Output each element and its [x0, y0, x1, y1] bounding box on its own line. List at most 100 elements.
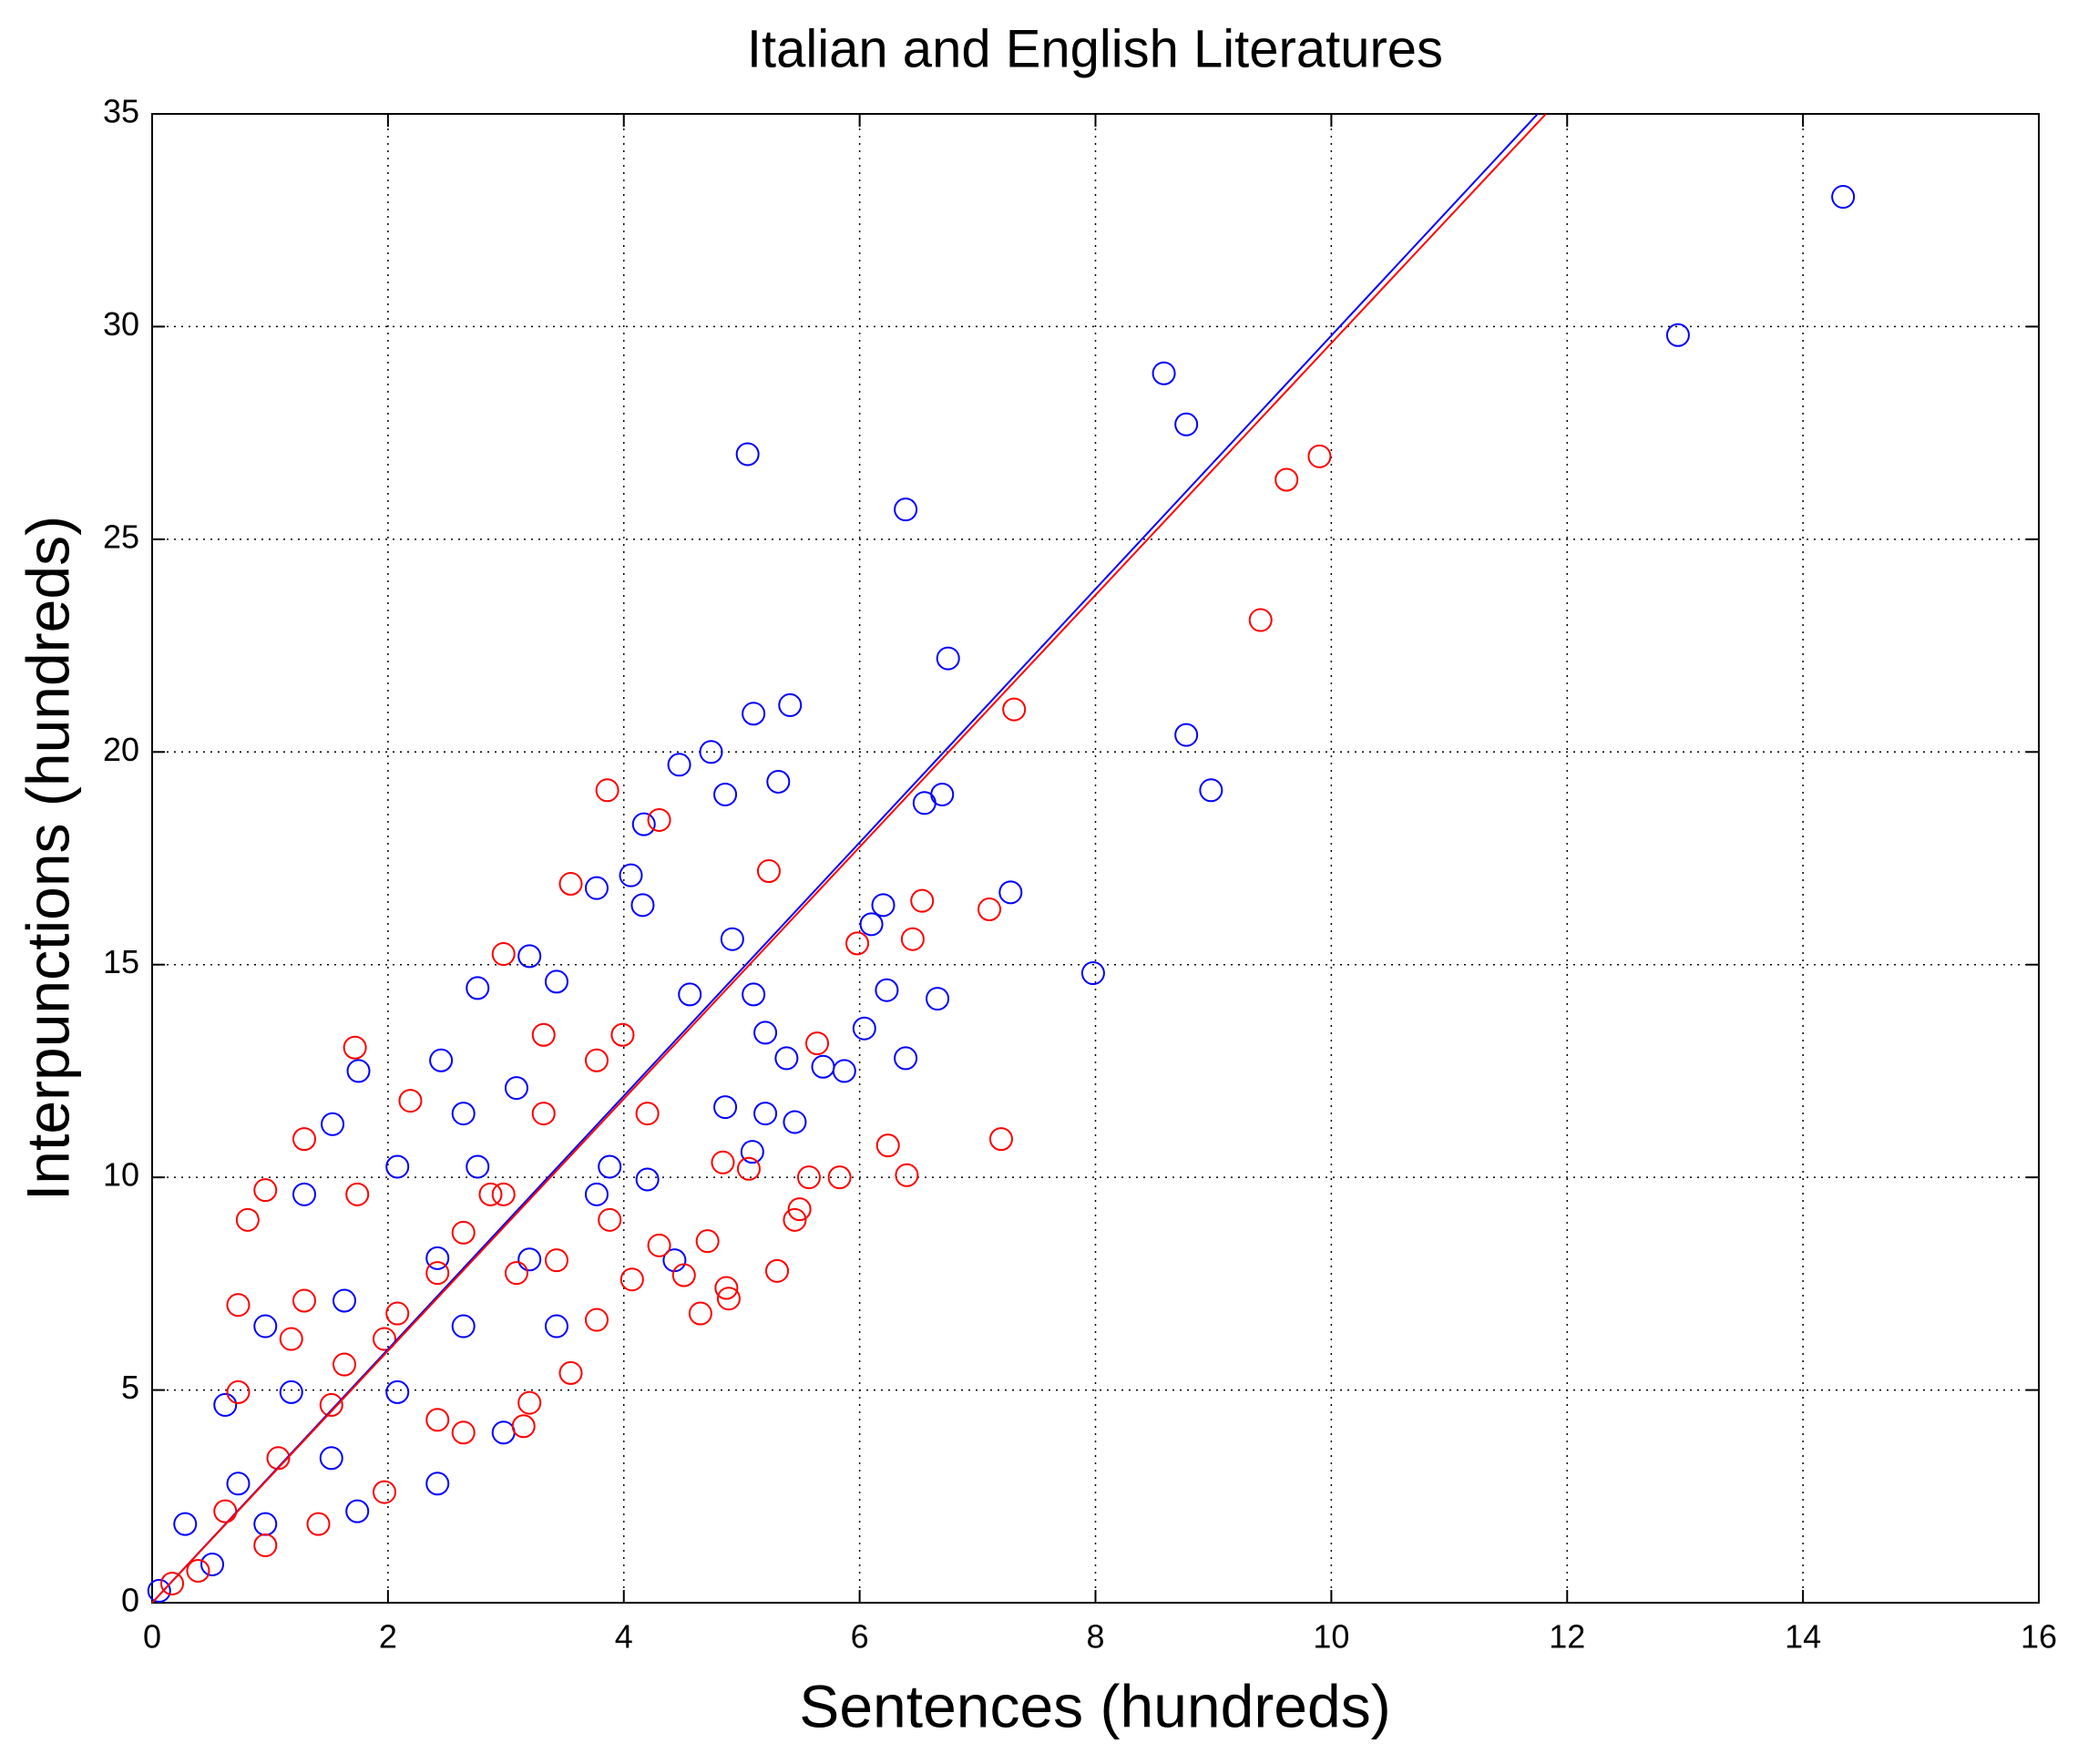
point: [926, 987, 950, 1011]
point: [491, 1182, 516, 1206]
fit-line: [151, 113, 1539, 1604]
point: [544, 1248, 568, 1273]
point: [720, 927, 744, 951]
point: [451, 1220, 476, 1245]
point: [160, 1571, 185, 1595]
point: [451, 1420, 476, 1445]
point: [504, 1076, 528, 1101]
point: [930, 782, 955, 806]
point: [859, 912, 884, 937]
point: [429, 1048, 454, 1072]
point: [787, 1197, 812, 1222]
point: [695, 1229, 720, 1254]
point: [827, 1165, 852, 1190]
point: [978, 897, 1002, 922]
x-tick-label: 10: [1313, 1618, 1349, 1656]
point: [619, 1267, 644, 1292]
point: [584, 876, 609, 900]
point: [466, 976, 490, 1000]
point: [630, 893, 655, 918]
point: [332, 1352, 356, 1377]
point: [598, 1207, 622, 1232]
point: [988, 1127, 1013, 1152]
point: [1665, 323, 1690, 347]
point: [998, 880, 1023, 905]
point: [517, 1247, 542, 1272]
point: [713, 1095, 738, 1120]
point: [425, 1472, 450, 1496]
point: [595, 778, 619, 803]
point: [292, 1182, 316, 1206]
point: [714, 1276, 739, 1300]
point: [647, 807, 671, 832]
y-tick-label: 5: [121, 1369, 139, 1406]
point: [875, 1133, 900, 1158]
point: [736, 1156, 761, 1181]
point: [774, 1046, 799, 1071]
point: [900, 927, 925, 951]
point: [871, 893, 896, 918]
point: [811, 1054, 835, 1079]
point: [1174, 723, 1199, 747]
point: [584, 1182, 609, 1206]
point: [740, 1140, 764, 1164]
point: [735, 442, 760, 467]
point: [832, 1059, 856, 1083]
point: [517, 944, 542, 969]
point: [345, 1182, 370, 1206]
point: [226, 1293, 251, 1318]
point: [531, 1022, 556, 1047]
point: [332, 1288, 356, 1313]
point: [491, 942, 516, 967]
point: [544, 969, 568, 994]
point: [845, 931, 870, 956]
point: [1307, 444, 1332, 468]
point: [756, 859, 781, 884]
point: [647, 1233, 671, 1257]
point: [186, 1558, 210, 1583]
point: [1199, 778, 1223, 803]
point: [1002, 697, 1027, 722]
point: [491, 1420, 516, 1445]
point: [671, 1263, 696, 1287]
point: [699, 740, 723, 764]
point: [425, 1261, 450, 1286]
point: [253, 1512, 278, 1536]
point: [584, 1308, 609, 1332]
point: [425, 1246, 450, 1270]
point: [279, 1327, 303, 1351]
point: [558, 1360, 583, 1385]
point: [631, 812, 656, 836]
point: [1831, 185, 1856, 210]
point: [713, 782, 738, 806]
chart-title: Italian and English Literatures: [747, 19, 1443, 78]
x-tick-label: 2: [379, 1618, 397, 1656]
point: [852, 1016, 876, 1041]
point: [783, 1207, 807, 1232]
point: [584, 1048, 609, 1072]
point: [226, 1472, 251, 1496]
point: [253, 1178, 278, 1203]
point: [451, 1102, 476, 1126]
point: [765, 1258, 790, 1283]
point: [451, 1314, 476, 1338]
x-tick-label: 8: [1086, 1618, 1104, 1656]
point: [385, 1154, 410, 1179]
point: [619, 863, 643, 887]
point: [1248, 608, 1273, 632]
point: [398, 1089, 423, 1113]
point: [766, 769, 791, 794]
point: [253, 1533, 278, 1557]
point: [936, 646, 960, 671]
point: [345, 1499, 370, 1523]
point: [279, 1379, 303, 1404]
point: [1152, 361, 1176, 385]
point: [688, 1301, 712, 1326]
point: [742, 702, 766, 726]
point: [292, 1288, 316, 1313]
point: [321, 1112, 345, 1136]
point: [504, 1261, 528, 1286]
point: [1274, 467, 1299, 492]
point: [343, 1035, 367, 1060]
y-tick-label: 15: [103, 943, 139, 980]
